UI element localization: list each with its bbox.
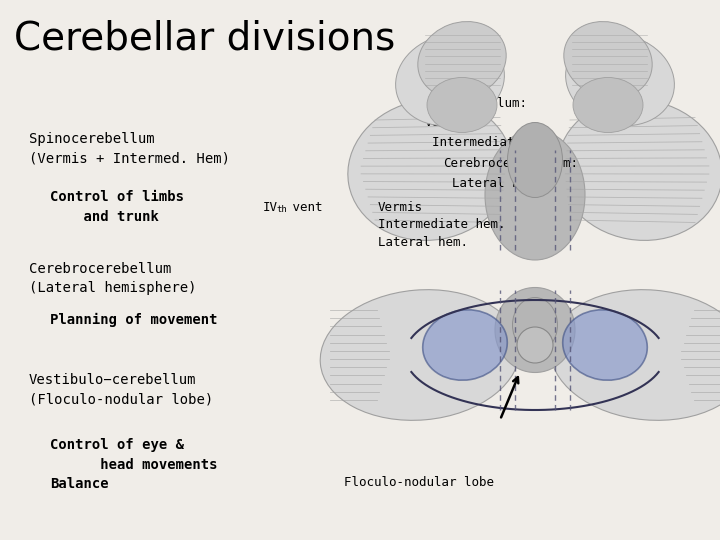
Text: th: th — [276, 205, 287, 214]
Ellipse shape — [564, 22, 652, 98]
Ellipse shape — [348, 99, 512, 240]
Ellipse shape — [513, 298, 557, 353]
Ellipse shape — [395, 34, 505, 126]
Ellipse shape — [508, 123, 562, 198]
Ellipse shape — [485, 130, 585, 260]
Text: Vermis: Vermis — [425, 116, 469, 129]
Text: Vermis: Vermis — [378, 201, 423, 214]
Circle shape — [517, 327, 553, 363]
Text: Lateral hem.: Lateral hem. — [452, 177, 542, 190]
Ellipse shape — [418, 22, 506, 98]
Text: vent: vent — [285, 201, 323, 214]
Text: Lateral hem.: Lateral hem. — [378, 236, 468, 249]
Ellipse shape — [573, 78, 643, 132]
Ellipse shape — [427, 78, 497, 132]
Text: Floculo-nodular lobe: Floculo-nodular lobe — [344, 476, 494, 489]
Text: Cerebellar divisions: Cerebellar divisions — [14, 20, 395, 58]
Ellipse shape — [563, 310, 647, 380]
Text: Cerebrocerebellum
(Lateral hemisphere): Cerebrocerebellum (Lateral hemisphere) — [29, 262, 197, 295]
Ellipse shape — [550, 289, 720, 420]
Text: Control of limbs
    and trunk: Control of limbs and trunk — [50, 190, 184, 224]
Text: Spinocerebellum
(Vermis + Intermed. Hem): Spinocerebellum (Vermis + Intermed. Hem) — [29, 132, 230, 166]
Text: Spinocerebellum:: Spinocerebellum: — [407, 97, 527, 110]
Text: Cerebrocerebellum:: Cerebrocerebellum: — [443, 157, 577, 170]
Ellipse shape — [423, 310, 508, 380]
Text: Intermediate hem.: Intermediate hem. — [432, 136, 559, 149]
Text: IV: IV — [263, 201, 278, 214]
Ellipse shape — [558, 99, 720, 240]
Text: Control of eye &
      head movements
Balance: Control of eye & head movements Balance — [50, 438, 218, 491]
Text: Planning of movement: Planning of movement — [50, 313, 218, 327]
Ellipse shape — [495, 287, 575, 373]
Text: Vestibulo−cerebellum
(Floculo-nodular lobe): Vestibulo−cerebellum (Floculo-nodular lo… — [29, 373, 213, 406]
Ellipse shape — [566, 34, 675, 126]
Ellipse shape — [320, 289, 520, 420]
Text: Intermediate hem.: Intermediate hem. — [378, 218, 505, 231]
